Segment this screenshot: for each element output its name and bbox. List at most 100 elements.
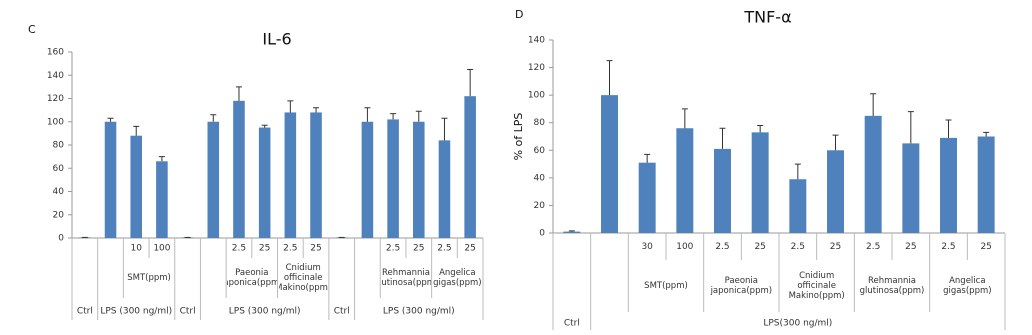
y-tick-label: 80 [53, 141, 65, 151]
group-label-box: SMT(ppm) [644, 281, 688, 291]
error-bar [210, 114, 217, 122]
bar [563, 231, 581, 233]
error-bar [644, 153, 651, 163]
error-bar [287, 100, 294, 113]
error-bar [313, 107, 320, 113]
error-bar [907, 111, 914, 144]
x-tick-label: 2.5 [866, 242, 880, 252]
group-label: Paeonia japonica(ppm) [227, 268, 277, 288]
error-bar [606, 60, 613, 96]
y-tick-label: 40 [534, 173, 546, 183]
bar [464, 96, 476, 238]
x-tick-label: 25 [830, 242, 841, 252]
group-label: SMT(ppm) [644, 281, 688, 291]
y-tick-label: 0 [539, 229, 545, 239]
bar [310, 112, 322, 238]
bar [940, 137, 957, 233]
bar [284, 112, 297, 238]
bar [438, 140, 451, 238]
group-label-box: Angelica gigas(ppm) [943, 276, 992, 296]
y-tick-label: 20 [53, 210, 65, 220]
bar [864, 115, 882, 233]
y-tick-label: 60 [534, 146, 546, 156]
bar [714, 148, 731, 233]
group-label: Cnidium officinale Makino(ppm) [788, 271, 845, 301]
x-tick-label: 2.5 [283, 244, 297, 254]
bar [104, 121, 117, 238]
x-tick-label: 25 [980, 242, 991, 252]
top-group-label: LPS (300 ng/ml) [100, 307, 172, 317]
group-label: Cnidium officinale Makino(ppm) [278, 263, 328, 293]
y-tick-label: 140 [528, 36, 545, 46]
bar [233, 100, 245, 238]
x-tick-label: 25 [464, 244, 475, 254]
top-group-label: LPS(300 ng/ml) [763, 319, 832, 329]
group-label-box: Rehmannia glutinosa(ppm) [859, 276, 925, 296]
group-label: SMT(ppm) [127, 273, 171, 283]
group-label: Angelica gigas(ppm) [943, 276, 992, 296]
group-label-box: Cnidium officinale Makino(ppm) [788, 271, 845, 301]
y-axis-label: % of LPS [512, 113, 525, 161]
top-group-label: Ctrl [180, 307, 196, 317]
x-tick-label: 2.5 [437, 244, 451, 254]
error-bar [945, 119, 952, 138]
bar [789, 179, 807, 233]
error-bar [983, 131, 990, 137]
error-bar [133, 125, 140, 136]
error-bar [870, 93, 877, 116]
bar [977, 136, 995, 233]
bar [130, 135, 142, 238]
error-bar [719, 127, 726, 149]
top-group-label: LPS (300 ng/ml) [229, 307, 301, 317]
top-group-label: Ctrl [77, 307, 93, 317]
y-tick-label: 140 [47, 71, 64, 81]
bar [156, 161, 168, 238]
x-tick-label: 2.5 [941, 242, 955, 252]
chart-title: IL-6 [262, 30, 291, 49]
top-group-label: Ctrl [334, 307, 350, 317]
x-tick-label: 10 [130, 244, 142, 254]
x-tick-label: 30 [641, 242, 653, 252]
error-bar [832, 134, 839, 151]
bar [207, 121, 220, 238]
group-label: Angelica gigas(ppm) [433, 268, 482, 288]
error-bar [415, 110, 422, 122]
bar [676, 128, 694, 233]
group-label-box: Paeonia japonica(ppm) [227, 268, 277, 288]
group-label-box: Rehmannia glutinosa(ppm) [381, 268, 430, 288]
error-bar [568, 230, 575, 232]
error-bar [390, 113, 397, 120]
group-label: Rehmannia glutinosa(ppm) [859, 276, 925, 296]
panel-label: D [515, 8, 523, 21]
x-tick-label: 25 [905, 242, 916, 252]
error-bar [757, 124, 764, 133]
group-label-box: Paeonia japonica(ppm) [711, 276, 773, 296]
bar [827, 150, 844, 233]
bar [361, 121, 374, 238]
bar [601, 95, 618, 234]
group-label-box: Cnidium officinale Makino(ppm) [278, 263, 328, 293]
x-tick-label: 2.5 [386, 244, 400, 254]
x-tick-label: 2.5 [791, 242, 805, 252]
group-label: Rehmannia glutinosa(ppm) [381, 268, 430, 288]
error-bar [158, 156, 165, 162]
error-bar [364, 107, 371, 122]
y-tick-label: 40 [53, 187, 65, 197]
error-bar [107, 117, 114, 122]
error-bar [235, 86, 242, 101]
y-tick-label: 0 [58, 234, 64, 244]
x-tick-label: 2.5 [232, 244, 246, 254]
error-bar [794, 163, 801, 180]
y-tick-label: 80 [534, 118, 546, 128]
chart-title: TNF-α [743, 8, 791, 27]
y-tick-label: 160 [47, 48, 64, 58]
bar [258, 127, 271, 238]
bar [413, 121, 425, 238]
bar [638, 162, 656, 233]
x-tick-label: 25 [413, 244, 424, 254]
y-tick-label: 120 [47, 94, 64, 104]
y-tick-label: 100 [528, 91, 545, 101]
error-bar [681, 108, 688, 129]
bar [387, 119, 399, 238]
